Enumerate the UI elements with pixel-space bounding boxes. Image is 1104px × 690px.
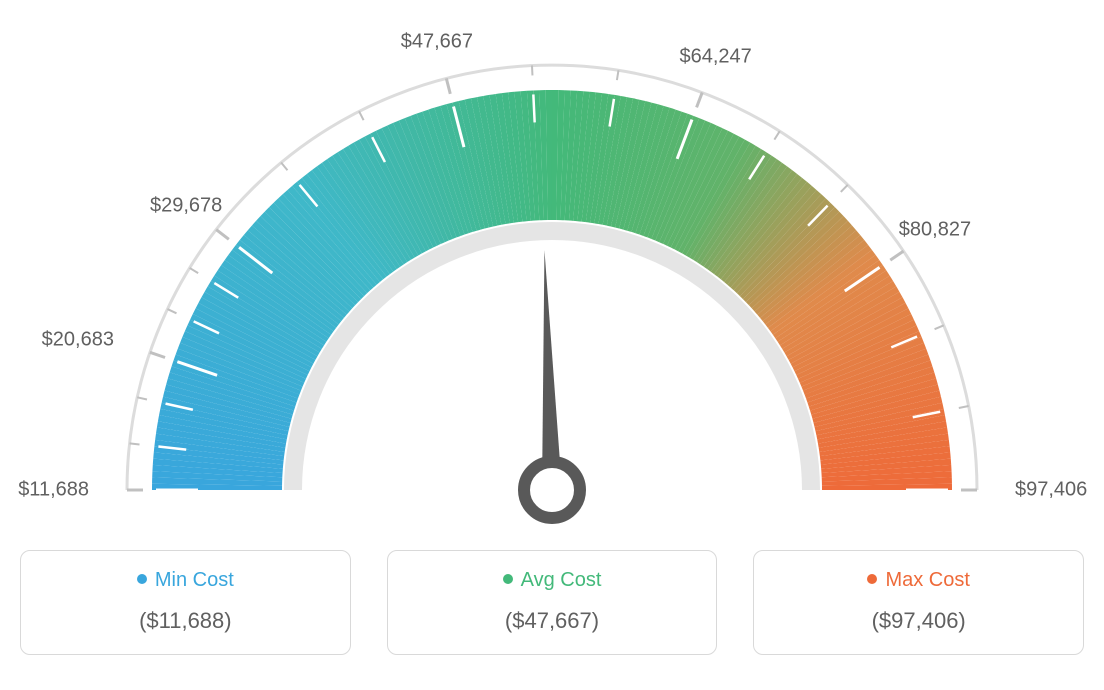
legend-value: ($47,667) — [398, 608, 707, 634]
legend-card: Avg Cost ($47,667) — [387, 550, 718, 655]
legend-title: Max Cost — [764, 569, 1073, 592]
legend-dot-icon — [137, 574, 147, 584]
legend-row: Min Cost ($11,688) Avg Cost ($47,667) Max Co… — [20, 550, 1084, 655]
gauge-scale-label: $11,688 — [18, 479, 89, 502]
gauge-svg — [20, 20, 1084, 540]
legend-title-text: Avg Cost — [521, 569, 602, 591]
legend-dot-icon — [867, 574, 877, 584]
legend-card: Max Cost ($97,406) — [753, 550, 1084, 655]
gauge-scale-label: $29,678 — [150, 195, 222, 218]
gauge-scale-label: $64,247 — [680, 45, 752, 68]
cost-gauge: $11,688 $20,683 $29,678 $47,667 $64,247 $80,8… — [20, 20, 1084, 540]
gauge-scale-label: $20,683 — [42, 329, 114, 352]
legend-card: Min Cost ($11,688) — [20, 550, 351, 655]
legend-title-text: Max Cost — [885, 569, 969, 591]
legend-title: Min Cost — [31, 569, 340, 592]
gauge-needle — [542, 250, 562, 490]
legend-value: ($97,406) — [764, 608, 1073, 634]
legend-title-text: Min Cost — [155, 569, 234, 591]
gauge-scale-label: $97,406 — [1015, 479, 1087, 502]
gauge-scale-label: $80,827 — [899, 218, 971, 241]
legend-dot-icon — [503, 574, 513, 584]
legend-title: Avg Cost — [398, 569, 707, 592]
legend-value: ($11,688) — [31, 608, 340, 634]
gauge-needle-hub — [524, 462, 580, 518]
gauge-scale-label: $47,667 — [401, 30, 473, 53]
